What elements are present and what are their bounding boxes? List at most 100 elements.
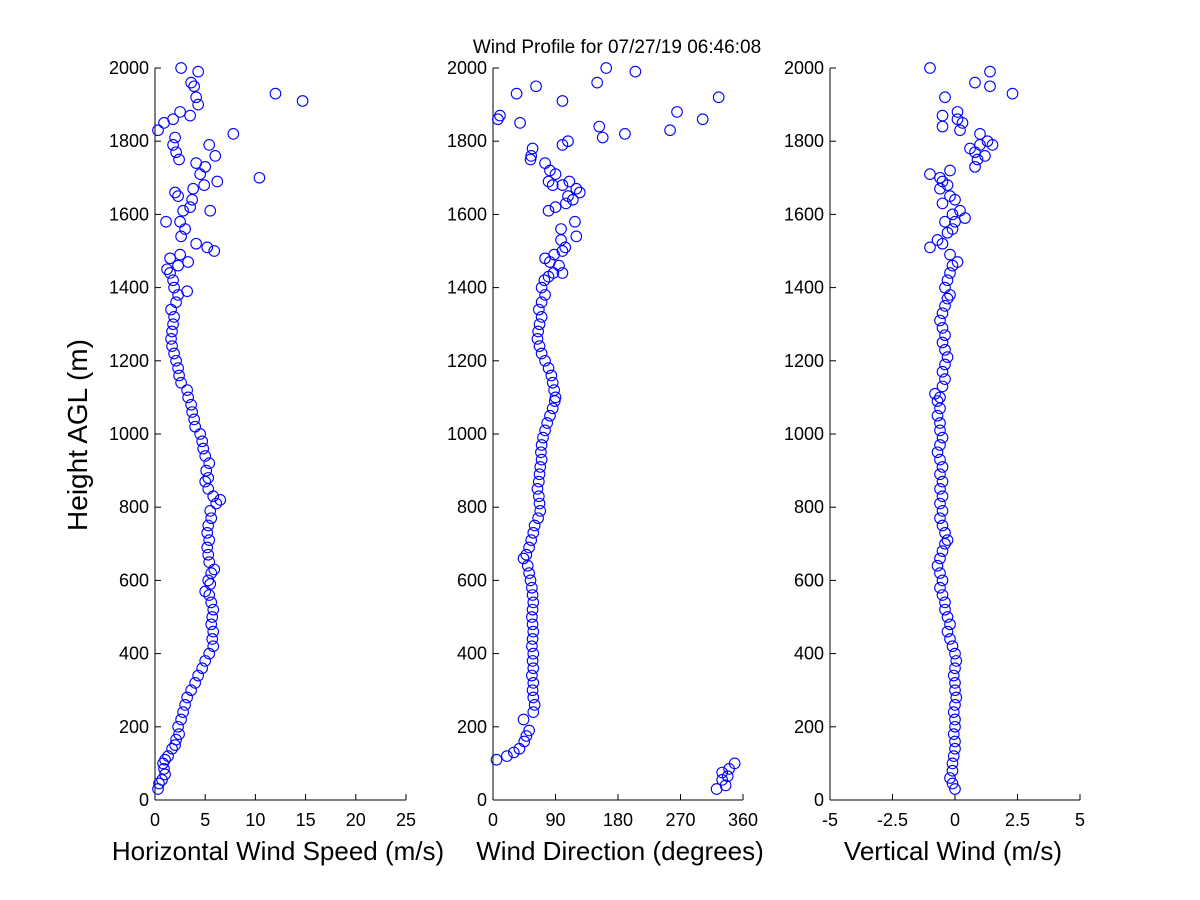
data-point xyxy=(539,354,551,367)
data-point xyxy=(175,62,187,74)
data-point xyxy=(924,168,936,180)
data-point xyxy=(936,307,949,320)
data-point xyxy=(974,128,986,140)
data-point xyxy=(214,494,227,506)
data-point xyxy=(562,190,574,202)
data-point xyxy=(949,742,961,755)
data-point xyxy=(936,505,949,517)
data-point xyxy=(671,106,683,118)
data-point xyxy=(944,164,956,177)
data-point xyxy=(528,519,541,532)
data-point xyxy=(175,230,187,243)
data-point xyxy=(547,267,560,279)
data-point xyxy=(170,733,182,746)
data-point xyxy=(569,215,581,228)
data-point xyxy=(941,274,954,287)
data-point xyxy=(205,596,218,609)
data-point xyxy=(969,76,981,89)
x-tick-label: 90 xyxy=(545,810,565,830)
data-point xyxy=(209,149,222,162)
data-point xyxy=(936,365,949,378)
data-point xyxy=(525,534,538,546)
data-point xyxy=(166,340,178,353)
y-tick-label: 1400 xyxy=(109,278,149,298)
data-point xyxy=(537,431,549,444)
y-tick-label: 1200 xyxy=(784,351,824,371)
data-point xyxy=(194,168,207,180)
data-point xyxy=(563,175,576,188)
data-point xyxy=(939,358,951,371)
y-tick-label: 200 xyxy=(794,717,824,737)
data-point xyxy=(168,347,180,360)
data-point xyxy=(539,424,551,437)
data-point xyxy=(954,124,966,137)
data-point xyxy=(941,611,954,623)
data-point xyxy=(188,413,201,426)
data-point xyxy=(931,446,944,459)
y-tick-label: 200 xyxy=(457,717,487,737)
data-point xyxy=(944,633,956,645)
data-point xyxy=(947,706,960,719)
data-point xyxy=(949,662,961,675)
y-tick-label: 800 xyxy=(794,497,824,517)
data-point xyxy=(535,453,548,466)
data-point xyxy=(934,453,946,466)
data-point xyxy=(201,526,214,539)
data-point xyxy=(202,483,215,495)
y-tick-label: 200 xyxy=(119,717,149,737)
data-point xyxy=(944,618,956,631)
data-point xyxy=(203,534,216,546)
x-tick-label: 0 xyxy=(488,810,498,830)
data-point xyxy=(206,611,219,623)
data-point xyxy=(167,113,179,126)
data-point xyxy=(162,750,174,762)
data-point xyxy=(946,208,959,221)
data-point xyxy=(517,552,530,565)
data-point xyxy=(560,197,572,210)
data-point xyxy=(172,362,184,374)
data-point xyxy=(161,263,173,276)
data-point xyxy=(520,730,533,742)
data-point xyxy=(939,215,951,228)
y-tick-label: 1600 xyxy=(784,204,824,224)
data-point xyxy=(939,373,951,385)
panel-speed: 0 200 400 600 800 1000 1200 1400 1600 1800 2000 0 5 1… xyxy=(109,58,444,866)
data-point xyxy=(984,80,996,93)
data-point xyxy=(510,87,523,100)
y-tick-label: 800 xyxy=(119,497,149,517)
x-tick-label: 25 xyxy=(396,810,416,830)
y-tick-label: 600 xyxy=(457,570,487,590)
x-axis-label: Vertical Wind (m/s) xyxy=(844,836,1062,866)
data-point xyxy=(208,245,221,257)
data-point xyxy=(949,647,961,660)
data-point xyxy=(539,157,551,170)
data-point xyxy=(520,548,533,561)
data-point xyxy=(936,475,949,488)
data-point xyxy=(526,684,539,697)
data-point xyxy=(164,267,176,279)
data-point xyxy=(934,402,946,415)
data-point xyxy=(199,655,212,667)
data-point xyxy=(206,633,219,645)
data-point xyxy=(253,171,266,184)
x-tick-label: 15 xyxy=(296,810,316,830)
y-tick-label: 1600 xyxy=(109,204,149,224)
data-point xyxy=(173,153,185,166)
y-tick-label: 1000 xyxy=(109,424,149,444)
panel-direction: 0 200 400 600 800 1000 1200 1400 1600 1800 2000 0 90… xyxy=(447,58,764,866)
data-point xyxy=(532,303,545,316)
data-point xyxy=(533,340,546,353)
data-point xyxy=(189,677,202,689)
data-point xyxy=(936,519,949,532)
data-point xyxy=(939,343,951,356)
y-axis-label: Height AGL (m) xyxy=(62,339,93,531)
data-point xyxy=(189,420,202,433)
data-point xyxy=(199,450,212,462)
data-point xyxy=(728,757,741,770)
data-point xyxy=(199,475,212,488)
data-point xyxy=(197,442,210,455)
data-point xyxy=(556,245,569,257)
data-point xyxy=(542,204,555,217)
x-tick-label: 0 xyxy=(950,810,960,830)
data-point xyxy=(936,237,949,250)
